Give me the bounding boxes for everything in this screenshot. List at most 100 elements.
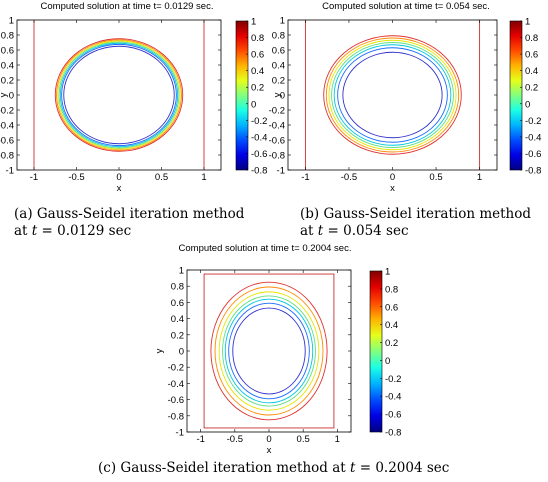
- y-tick-label: 1: [280, 16, 285, 27]
- caption-a-label: (a): [14, 206, 33, 222]
- y-tick-label: -1: [277, 166, 285, 177]
- colorbar-tick-label: -0.2: [385, 374, 401, 385]
- y-tick-label: 1: [179, 266, 184, 277]
- x-tick-label: 0: [266, 434, 271, 445]
- caption-b-label: (b): [300, 206, 320, 222]
- contour-line-6: [342, 51, 443, 139]
- y-tick-label: 0.8: [171, 282, 184, 293]
- contour-plot-c: Computed solution at time t= 0.2004 sec.…: [154, 243, 401, 456]
- colorbar-tick-label: 0: [525, 99, 530, 110]
- contour-line-0: [210, 281, 328, 421]
- contour-line-6: [63, 45, 175, 145]
- colorbar-tick-label: -0.2: [525, 116, 541, 127]
- colorbar-tick-label: -0.4: [385, 392, 401, 403]
- x-axis-label: x: [117, 183, 122, 194]
- colorbar-tick-label: 0.8: [385, 284, 398, 295]
- colorbar: [509, 20, 523, 171]
- contour-line-0: [54, 38, 184, 152]
- y-tick-label: 0.4: [171, 314, 184, 325]
- contour-line-2: [328, 39, 457, 151]
- contour-line-1: [214, 286, 324, 416]
- caption-c: (c) Gauss-Seidel iteration method at t =…: [98, 460, 449, 477]
- y-tick-label: 0.6: [272, 46, 285, 57]
- y-tick-label: -0.2: [168, 363, 184, 374]
- y-tick-label: 0.8: [272, 31, 285, 42]
- y-tick-label: -0.8: [269, 151, 285, 162]
- y-tick-label: 0.2: [1, 76, 14, 87]
- contour-line-1: [325, 37, 460, 153]
- caption-a-value: = 0.0129 sec: [41, 223, 132, 239]
- panel-a: Computed solution at time t= 0.0129 sec.…: [0, 0, 274, 200]
- colorbar-tick-label: -0.8: [525, 166, 541, 177]
- y-tick-label: 1: [9, 16, 14, 27]
- plot-title: Computed solution at time t= 0.054 sec.: [322, 1, 490, 12]
- contour-line-0: [323, 35, 462, 155]
- y-tick-label: -1: [176, 428, 184, 439]
- contour-line-2: [218, 291, 320, 411]
- caption-b-tvar: t: [317, 223, 324, 239]
- y-tick-label: 0.6: [171, 298, 184, 309]
- x-tick-label: -1: [30, 172, 38, 183]
- panel-b: Computed solution at time t= 0.054 sec. -…: [269, 0, 548, 200]
- y-tick-label: 0.4: [272, 61, 285, 72]
- caption-a-prefix: at: [14, 223, 28, 239]
- colorbar-tick-label: 0.4: [385, 320, 398, 331]
- colorbar: [235, 20, 249, 171]
- y-tick-label: -0.2: [0, 106, 14, 117]
- y-tick-label: 0: [9, 91, 14, 102]
- colorbar-tick-label: 0.4: [251, 66, 264, 77]
- caption-c-value: = 0.2004 sec: [359, 460, 450, 476]
- colorbar-tick-label: -0.6: [251, 149, 267, 160]
- caption-b: (b) Gauss-Seidel iteration method at t =…: [300, 206, 531, 240]
- plot-title: Computed solution at time t= 0.0129 sec.: [41, 1, 214, 12]
- colorbar-tick-label: 1: [525, 17, 530, 28]
- y-tick-label: -0.6: [168, 395, 184, 406]
- contour-line-4: [59, 42, 179, 148]
- colorbar-tick-label: 0.2: [251, 83, 264, 94]
- contour-line-6: [232, 307, 306, 395]
- colorbar-tick-label: 0.8: [251, 33, 264, 44]
- colorbar-tick-label: -0.8: [251, 166, 267, 177]
- y-tick-label: 0: [179, 347, 184, 358]
- colorbar-tick-label: 0.2: [385, 338, 398, 349]
- contour-line-5: [228, 302, 310, 400]
- colorbar-tick-label: 0.6: [251, 50, 264, 61]
- colorbar-tick-label: -0.2: [251, 116, 267, 127]
- y-tick-label: -0.6: [269, 136, 285, 147]
- colorbar-tick-label: 1: [385, 267, 390, 278]
- colorbar-tick-label: -0.6: [385, 410, 401, 421]
- colorbar-tick-label: 0: [385, 356, 390, 367]
- colorbar: [369, 270, 383, 433]
- contour-plot-a: Computed solution at time t= 0.0129 sec.…: [0, 1, 267, 194]
- colorbar-tick-label: -0.4: [525, 132, 541, 143]
- contour-line-3: [222, 295, 316, 407]
- panel-c: Computed solution at time t= 0.2004 sec.…: [138, 243, 412, 456]
- y-axis-label: y: [0, 92, 9, 97]
- caption-b-value: = 0.054 sec: [327, 223, 409, 239]
- y-tick-label: -0.4: [0, 121, 14, 132]
- boundary-square: [203, 273, 335, 429]
- colorbar-tick-label: 0.2: [525, 83, 538, 94]
- x-tick-label: -1: [301, 172, 309, 183]
- colorbar-tick-label: 0.8: [525, 33, 538, 44]
- y-tick-label: 0.6: [1, 46, 14, 57]
- contour-line-4: [224, 298, 314, 404]
- contour-line-2: [57, 40, 181, 150]
- x-tick-label: 0.5: [297, 434, 310, 445]
- contour-line-5: [337, 47, 448, 143]
- caption-a-line1: Gauss-Seidel iteration method: [36, 206, 245, 222]
- caption-c-label: (c): [98, 460, 117, 476]
- colorbar-tick-label: -0.6: [525, 149, 541, 160]
- caption-a: (a) Gauss-Seidel iteration method at t =…: [14, 206, 244, 240]
- y-axis-label: y: [154, 348, 165, 353]
- x-tick-label: -0.5: [227, 434, 243, 445]
- colorbar-tick-label: 1: [251, 17, 256, 28]
- caption-b-prefix: at: [300, 223, 314, 239]
- y-tick-label: -0.4: [269, 121, 285, 132]
- contour-line-1: [56, 39, 182, 151]
- y-tick-label: 0.2: [171, 330, 184, 341]
- x-tick-label: 1: [335, 434, 340, 445]
- x-tick-label: 0: [116, 172, 121, 183]
- y-axis-label: y: [272, 92, 283, 97]
- y-tick-label: -0.2: [269, 106, 285, 117]
